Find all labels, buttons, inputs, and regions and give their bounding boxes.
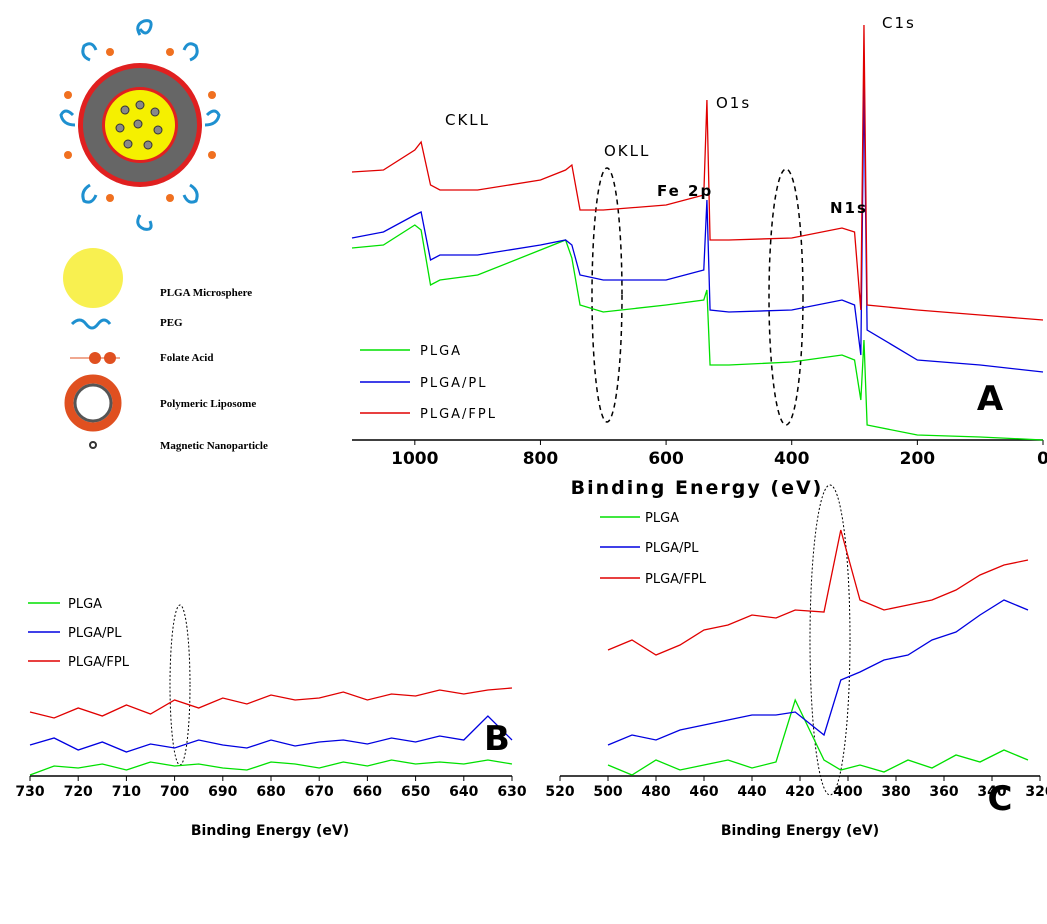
peak-annotation: Fe 2p — [657, 182, 713, 200]
legend-label: PLGA — [645, 511, 679, 526]
x-tick-label: 200 — [900, 449, 936, 469]
x-tick-label: 600 — [648, 449, 684, 469]
x-tick-label: 520 — [545, 784, 574, 800]
panel-label: C — [988, 779, 1013, 819]
x-axis-label: Binding Energy (eV) — [721, 823, 879, 839]
x-tick-label: 420 — [785, 784, 814, 800]
panel-label: A — [977, 379, 1004, 419]
x-tick-label: 320 — [1025, 784, 1047, 800]
series-line — [29, 687, 513, 719]
series-line — [607, 529, 1029, 656]
x-tick-label: 400 — [774, 449, 810, 469]
x-tick-label: 440 — [737, 784, 766, 800]
panel-label: B — [484, 719, 510, 759]
legend-liposome — [64, 374, 122, 432]
x-tick-label: 730 — [15, 784, 44, 800]
legend-text: Magnetic Nanoparticle — [160, 440, 268, 452]
legend-microsphere — [63, 248, 123, 308]
legend-label: PLGA/PL — [420, 376, 488, 391]
peak-annotation: CKLL — [445, 111, 490, 129]
legend-label: PLGA/PL — [68, 626, 122, 641]
peg-chains — [59, 19, 221, 231]
x-tick-label: 630 — [497, 784, 526, 800]
x-tick-label: 360 — [929, 784, 958, 800]
legend-text: Folate Acid — [160, 352, 213, 364]
x-tick-label: 400 — [833, 784, 862, 800]
legend-nanoparticle — [89, 441, 97, 449]
x-axis-label: Binding Energy (eV) — [191, 823, 349, 839]
series-line — [607, 698, 1029, 776]
series-line — [607, 599, 1029, 746]
x-tick-label: 670 — [305, 784, 334, 800]
x-tick-label: 710 — [112, 784, 141, 800]
x-tick-label: 480 — [641, 784, 670, 800]
legend-text: Polymeric Liposome — [160, 398, 256, 410]
x-tick-label: 640 — [449, 784, 478, 800]
series-line — [29, 759, 513, 776]
highlight-ellipses — [169, 484, 851, 796]
highlight-ellipses — [591, 167, 804, 426]
x-tick-label: 340 — [977, 784, 1006, 800]
x-tick-label: 690 — [208, 784, 237, 800]
peak-annotation: N1s — [830, 199, 868, 217]
legend-text: PLGA Microsphere — [160, 287, 252, 299]
legend-label: PLGA — [420, 344, 462, 359]
series-line — [29, 715, 513, 753]
x-tick-label: 720 — [64, 784, 93, 800]
x-tick-label: 680 — [256, 784, 285, 800]
series-line — [351, 224, 1044, 441]
series-line — [351, 24, 1044, 321]
peak-annotation: OKLL — [604, 142, 650, 160]
x-tick-label: 500 — [593, 784, 622, 800]
x-axis-label: Binding Energy (eV) — [571, 477, 824, 499]
legend-label: PLGA — [68, 597, 102, 612]
x-tick-label: 460 — [689, 784, 718, 800]
peak-annotation: C1s — [882, 14, 916, 32]
schematic: PLGA Microsphere PEG Folate Acid Polymer… — [59, 19, 268, 452]
peak-annotation: O1s — [716, 94, 751, 112]
x-tick-label: 660 — [353, 784, 382, 800]
x-tick-label: 700 — [160, 784, 189, 800]
legend-label: PLGA/FPL — [420, 407, 497, 422]
nanoparticles — [115, 100, 163, 150]
x-tick-label: 1000 — [391, 449, 438, 469]
legend-liposome-core — [73, 383, 113, 423]
x-tick-label: 380 — [881, 784, 910, 800]
legend-label: PLGA/PL — [645, 541, 699, 556]
x-tick-label: 0 — [1037, 449, 1047, 469]
x-tick-label: 650 — [401, 784, 430, 800]
legend-peg — [70, 318, 112, 330]
legend-label: PLGA/FPL — [645, 572, 707, 587]
x-tick-label: 800 — [523, 449, 559, 469]
legend-folate — [70, 352, 120, 364]
legend-label: PLGA/FPL — [68, 655, 130, 670]
folate-groups — [64, 48, 216, 202]
legend-text: PEG — [160, 317, 183, 329]
